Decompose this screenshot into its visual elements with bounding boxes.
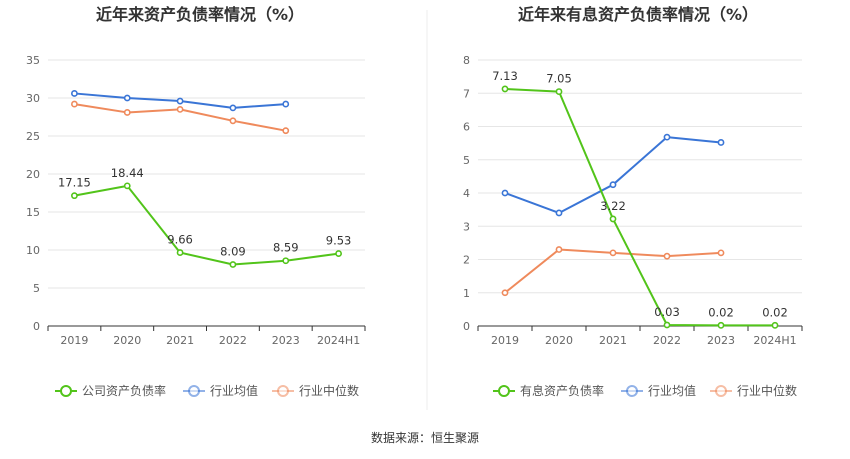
legend-item-avg[interactable]: 行业均值	[183, 383, 258, 398]
data-point-primary[interactable]	[123, 182, 131, 190]
x-tick-label: 2021	[599, 334, 627, 347]
x-tick-label: 2020	[545, 334, 573, 347]
chart-interest-bearing-debt-ratio: 近年来有息资产负债率情况（%） 0 1 2 3 4 5 6 7 8 2019 2020 2021 2022…	[463, 5, 803, 398]
data-point-primary[interactable]	[717, 321, 725, 329]
y-tick-label: 30	[26, 92, 40, 105]
legend-label: 公司资产负债率	[82, 383, 166, 398]
data-label: 0.03	[654, 305, 680, 319]
chart-debt-ratio: 近年来资产负债率情况（%） 0 5 10 15 20 25 30 35 2019 2020 2021 2…	[26, 5, 366, 398]
x-tick-label: 2019	[491, 334, 519, 347]
data-point-median[interactable]	[176, 106, 184, 113]
y-tick-label: 5	[463, 154, 470, 167]
data-label: 9.66	[167, 233, 193, 247]
data-point-median[interactable]	[282, 127, 290, 135]
data-point-median[interactable]	[717, 249, 725, 257]
x-tick-label: 2023	[707, 334, 735, 347]
data-point-avg[interactable]	[123, 94, 131, 102]
y-tick-label: 25	[26, 130, 40, 143]
y-tick-label: 5	[33, 282, 40, 295]
data-label: 18.44	[111, 166, 144, 180]
data-point-median[interactable]	[229, 117, 237, 125]
y-tick-label: 35	[26, 54, 40, 67]
data-point-avg[interactable]	[229, 104, 237, 112]
y-tick-label: 10	[26, 244, 40, 257]
legend-item-primary[interactable]: 有息资产负债率	[493, 383, 604, 398]
legend-label: 行业均值	[210, 383, 258, 398]
chart-title: 近年来资产负债率情况（%）	[96, 5, 304, 24]
data-point-median[interactable]	[123, 109, 131, 116]
legend-swatch-marker	[188, 385, 200, 397]
data-source-note: 数据来源：恒生聚源	[371, 430, 479, 445]
x-tick-label: 2023	[272, 334, 300, 347]
legend-item-avg[interactable]: 行业均值	[621, 383, 696, 398]
legend-swatch-marker	[277, 385, 289, 397]
legend-item-primary[interactable]: 公司资产负债率	[55, 383, 166, 398]
data-point-median[interactable]	[663, 252, 671, 260]
data-point-primary[interactable]	[771, 321, 779, 329]
data-label: 0.02	[708, 305, 734, 319]
y-tick-label: 15	[26, 206, 40, 219]
data-label: 9.53	[326, 234, 352, 248]
y-tick-label: 6	[463, 121, 470, 134]
data-point-primary[interactable]	[229, 261, 237, 268]
legend-item-median[interactable]: 行业中位数	[710, 383, 797, 398]
y-tick-label: 1	[463, 287, 470, 300]
y-tick-label: 3	[463, 220, 470, 233]
data-point-primary[interactable]	[501, 85, 509, 93]
data-point-primary[interactable]	[335, 250, 342, 257]
x-tick-label: 2019	[60, 334, 88, 347]
data-point-avg[interactable]	[71, 90, 78, 97]
y-tick-label: 4	[463, 187, 470, 200]
legend-swatch-marker	[626, 385, 638, 397]
legend-label: 有息资产负债率	[520, 383, 604, 398]
data-label: 7.13	[492, 69, 518, 83]
y-tick-label: 8	[463, 54, 470, 67]
legend-swatch-marker	[60, 385, 72, 397]
legend-item-median[interactable]: 行业中位数	[272, 383, 359, 398]
data-point-primary[interactable]	[176, 249, 184, 256]
data-point-avg[interactable]	[282, 100, 290, 108]
x-tick-label: 2021	[166, 334, 194, 347]
y-tick-label: 20	[26, 168, 40, 181]
data-point-median[interactable]	[609, 249, 617, 257]
series-line-primary	[74, 184, 339, 266]
data-point-avg[interactable]	[717, 139, 725, 146]
x-tick-label: 2024H1	[317, 334, 360, 347]
y-tick-label: 0	[33, 320, 40, 333]
legend-swatch-marker	[498, 385, 510, 397]
data-point-primary[interactable]	[555, 88, 563, 95]
legend-label: 行业中位数	[737, 383, 797, 398]
y-tick-label: 0	[463, 320, 470, 333]
data-label: 17.15	[58, 176, 91, 190]
x-tick-label: 2022	[219, 334, 247, 347]
data-point-primary[interactable]	[282, 257, 290, 265]
data-point-median[interactable]	[71, 100, 78, 108]
chart-title: 近年来有息资产负债率情况（%）	[518, 5, 758, 24]
y-tick-label: 7	[463, 87, 470, 100]
data-point-avg[interactable]	[609, 181, 617, 189]
data-label: 8.59	[273, 241, 299, 255]
legend-label: 行业中位数	[299, 383, 359, 398]
x-tick-label: 2024H1	[753, 334, 796, 347]
data-point-primary[interactable]	[663, 321, 671, 329]
data-label: 0.02	[762, 305, 788, 319]
legend-label: 行业均值	[648, 383, 696, 398]
data-point-primary[interactable]	[71, 192, 78, 200]
data-label: 3.22	[600, 199, 626, 213]
data-point-primary[interactable]	[609, 215, 617, 223]
data-point-median[interactable]	[555, 246, 563, 253]
legend-swatch-marker	[715, 385, 727, 397]
data-label: 7.05	[546, 72, 572, 86]
data-point-avg[interactable]	[501, 189, 509, 197]
x-tick-label: 2020	[113, 334, 141, 347]
data-label: 8.09	[220, 245, 246, 259]
data-point-avg[interactable]	[663, 133, 671, 141]
x-tick-label: 2022	[653, 334, 681, 347]
series-line-primary	[504, 87, 775, 327]
data-point-avg[interactable]	[555, 209, 563, 217]
data-point-median[interactable]	[501, 289, 509, 297]
data-point-avg[interactable]	[176, 97, 184, 105]
y-tick-label: 2	[463, 254, 470, 267]
